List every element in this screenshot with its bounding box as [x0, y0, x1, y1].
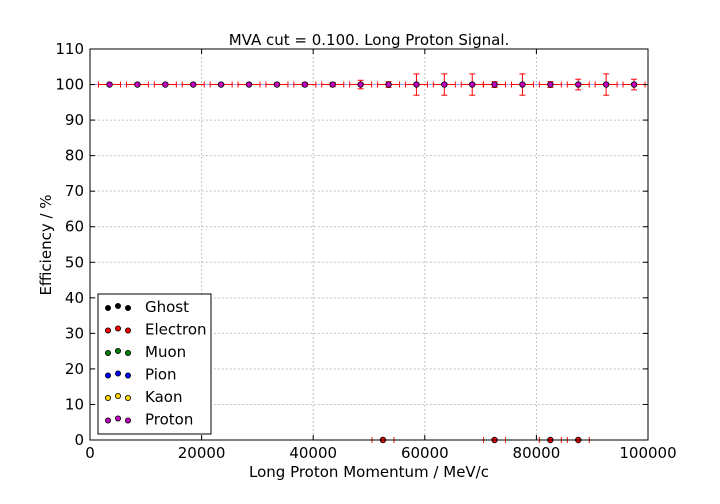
legend-label-pion: Pion [145, 366, 177, 384]
x-axis-label: Long Proton Momentum / MeV/c [249, 463, 489, 481]
legend-label-muon: Muon [145, 343, 186, 361]
y-tick-label: 20 [65, 360, 84, 378]
legend-marker-kaon [105, 394, 112, 401]
legend-marker-kaon [125, 394, 132, 401]
proton-point [190, 81, 197, 88]
x-tick-label: 20000 [178, 444, 226, 462]
legend-marker-kaon [115, 392, 122, 399]
x-tick-label: 40000 [289, 444, 337, 462]
proton-point [162, 81, 169, 88]
x-tick-label: 100000 [619, 444, 676, 462]
legend-marker-electron [115, 325, 122, 332]
legend-marker-muon [125, 349, 132, 356]
y-tick-label: 100 [55, 76, 84, 94]
legend-marker-ghost [105, 304, 112, 311]
y-tick-label: 50 [65, 253, 84, 271]
x-tick-label: 80000 [513, 444, 561, 462]
proton-point [273, 81, 281, 88]
y-axis-label: Efficiency / % [37, 194, 55, 295]
proton-point [575, 81, 582, 88]
legend-marker-ghost [125, 304, 132, 311]
proton-point [357, 81, 364, 88]
legend-marker-proton [115, 415, 122, 422]
proton-point [134, 81, 141, 88]
y-tick-label: 30 [65, 324, 84, 342]
y-tick-label: 80 [65, 147, 84, 165]
legend-label-ghost: Ghost [145, 298, 189, 316]
legend-marker-ghost [115, 302, 122, 309]
y-tick-label: 0 [74, 431, 84, 449]
legend-marker-electron [105, 327, 112, 334]
legend: Ghost Electron Muon Pion Kaon Proton [97, 293, 212, 435]
legend-marker-proton [105, 417, 112, 424]
legend-label-kaon: Kaon [145, 388, 182, 406]
y-tick-label: 60 [65, 218, 84, 236]
proton-point [547, 81, 554, 88]
legend-marker-muon [105, 349, 112, 356]
proton-point [217, 81, 225, 88]
y-tick-label: 40 [65, 289, 84, 307]
legend-box [97, 293, 212, 435]
legend-marker-electron [125, 327, 132, 334]
y-tick-label: 90 [65, 111, 84, 129]
plot-frame [89, 48, 649, 441]
legend-marker-pion [125, 372, 132, 379]
proton-point [491, 81, 498, 88]
legend-marker-pion [105, 372, 112, 379]
y-tick-label: 110 [55, 40, 84, 58]
legend-marker-proton [125, 417, 132, 424]
x-tick-label: 0 [85, 444, 95, 462]
proton-point [385, 81, 392, 88]
x-tick-label: 60000 [401, 444, 449, 462]
proton-point [245, 81, 253, 88]
axis-ticks: 0 20000 40000 60000 80000 100000 0 10 20 30 40 50 60… [55, 40, 676, 462]
data-points [98, 73, 646, 444]
proton-point [329, 81, 336, 88]
proton-point [602, 81, 610, 88]
legend-marker-muon [115, 347, 122, 354]
y-tick-label: 70 [65, 182, 84, 200]
y-tick-label: 10 [65, 395, 84, 413]
legend-label-electron: Electron [145, 321, 207, 339]
proton-point [469, 81, 476, 88]
proton-point [413, 81, 420, 88]
proton-point [630, 81, 638, 88]
chart-title: MVA cut = 0.100. Long Proton Signal. [229, 31, 510, 49]
proton-point [441, 81, 448, 88]
proton-point [519, 81, 526, 88]
proton-point [301, 81, 309, 88]
legend-marker-pion [115, 370, 122, 377]
legend-label-proton: Proton [145, 411, 193, 429]
proton-point [106, 81, 113, 88]
